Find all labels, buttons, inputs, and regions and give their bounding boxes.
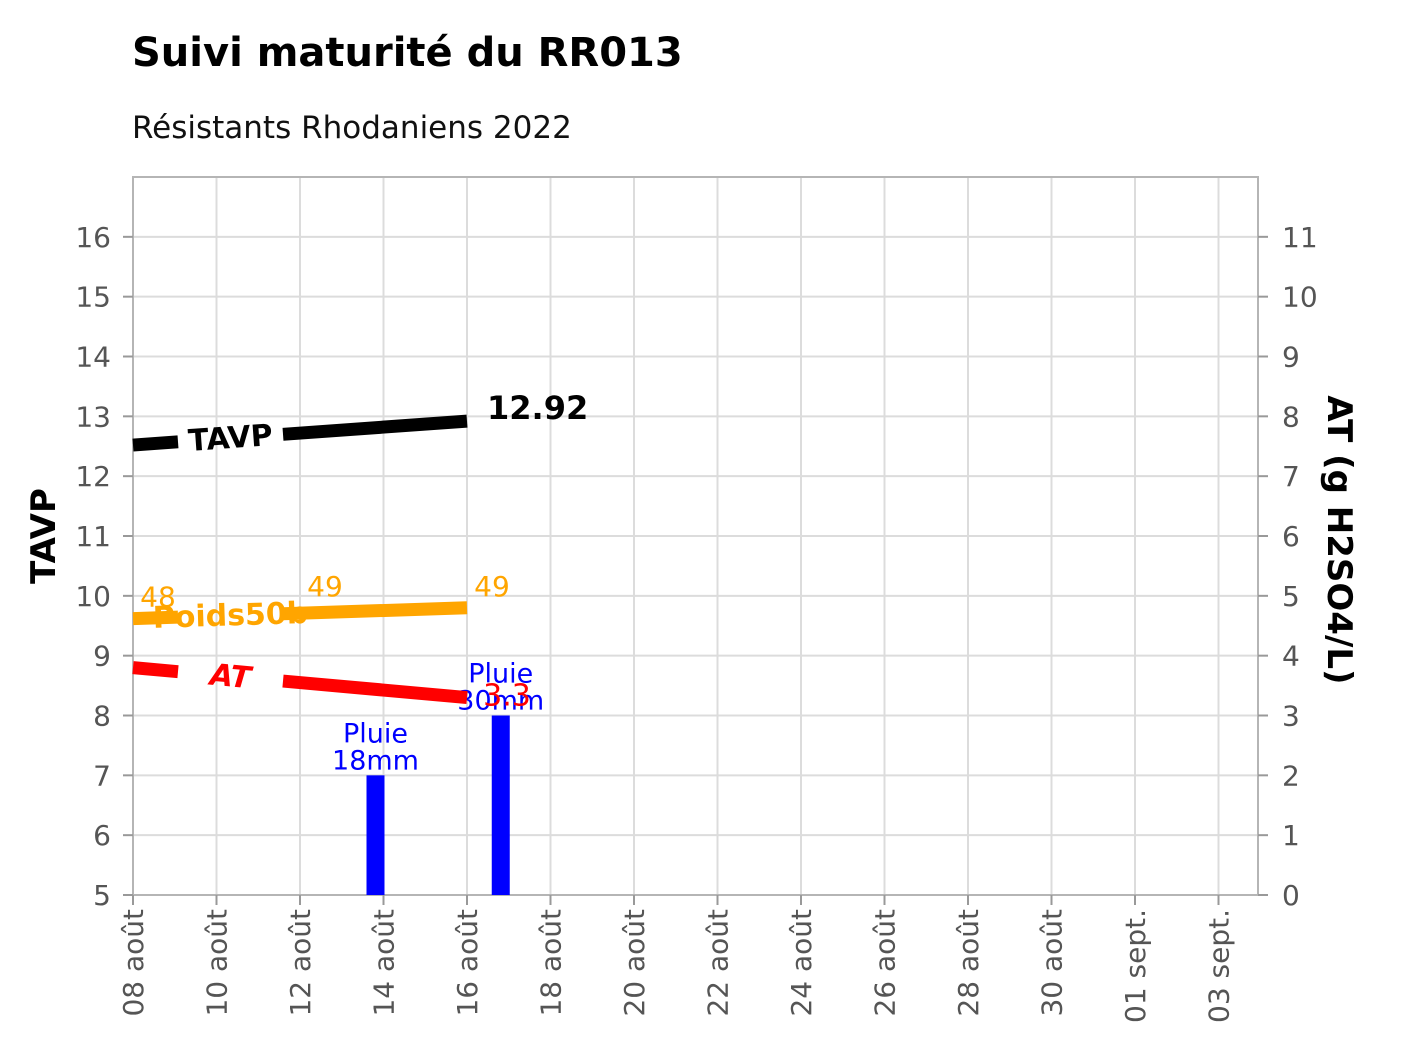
chart-title: Suivi maturité du RR013 [132, 30, 683, 76]
y-tick-label: 7 [93, 759, 111, 792]
y2-tick-label: 10 [1282, 281, 1318, 314]
rain-bar-label: 30mm [457, 686, 544, 717]
series-point-label: 49 [474, 570, 510, 603]
y2-tick-label: 1 [1282, 819, 1300, 852]
y-tick-label: 12 [75, 460, 111, 493]
series-name-label: TAVP [187, 418, 274, 459]
y2-tick-label: 0 [1282, 879, 1300, 912]
y-tick-label: 8 [93, 700, 111, 733]
y2-axis-label: AT (g H2SO4/L) [1319, 395, 1359, 684]
rain-bar-label: Pluie [468, 659, 533, 690]
y2-tick-label: 6 [1282, 520, 1300, 553]
y2-tick-label: 11 [1282, 221, 1318, 254]
series-line [132, 435, 179, 452]
x-tick-label: 14 août [368, 909, 401, 1017]
y-tick-label: 14 [75, 341, 111, 374]
series-line [132, 610, 179, 626]
series-line [282, 414, 468, 441]
rain-bar-label: Pluie [343, 718, 408, 749]
y2-tick-label: 7 [1282, 460, 1300, 493]
y-axis-label: TAVP [24, 488, 64, 584]
series-line [282, 674, 468, 705]
y-tick-label: 15 [75, 281, 111, 314]
x-tick-label: 24 août [785, 909, 818, 1017]
x-tick-label: 18 août [535, 909, 568, 1017]
series-line [282, 601, 468, 621]
y-tick-label: 11 [75, 520, 111, 553]
x-tick-label: 10 août [201, 909, 234, 1017]
y2-tick-label: 5 [1282, 580, 1300, 613]
chart-subtitle: Résistants Rhodaniens 2022 [132, 110, 572, 146]
y-tick-label: 9 [93, 640, 111, 673]
y2-tick-label: 3 [1282, 700, 1300, 733]
y-tick-label: 10 [75, 580, 111, 613]
series-end-label: 12.92 [487, 389, 588, 427]
rain-bar [366, 775, 385, 895]
y2-tick-label: 4 [1282, 640, 1300, 673]
y2-tick-label: 8 [1282, 400, 1300, 433]
rain-bar-label: 18mm [332, 745, 419, 776]
x-tick-label: 01 sept. [1119, 909, 1152, 1023]
x-tick-label: 20 août [618, 909, 651, 1017]
series-point-label: 48 [140, 581, 176, 614]
y-tick-label: 13 [75, 400, 111, 433]
rain-bar [491, 715, 510, 895]
x-tick-label: 22 août [702, 909, 735, 1017]
x-tick-label: 16 août [451, 909, 484, 1017]
y-tick-label: 6 [93, 819, 111, 852]
series-name-label: Poids50b [152, 596, 308, 636]
x-tick-label: 03 sept. [1203, 909, 1236, 1023]
series-end-label: 3.3 [483, 679, 531, 714]
y-tick-label: 16 [75, 221, 111, 254]
x-tick-label: 26 août [869, 909, 902, 1017]
x-tick-label: 30 août [1036, 909, 1069, 1017]
x-tick-label: 08 août [117, 909, 150, 1017]
series-line [132, 661, 179, 679]
x-tick-label: 12 août [284, 909, 317, 1017]
series-point-label: 49 [307, 570, 343, 603]
series-name-label: AT [207, 657, 255, 696]
x-tick-label: 28 août [952, 909, 985, 1017]
y2-tick-label: 9 [1282, 341, 1300, 374]
y2-tick-label: 2 [1282, 759, 1300, 792]
y-tick-label: 5 [93, 879, 111, 912]
